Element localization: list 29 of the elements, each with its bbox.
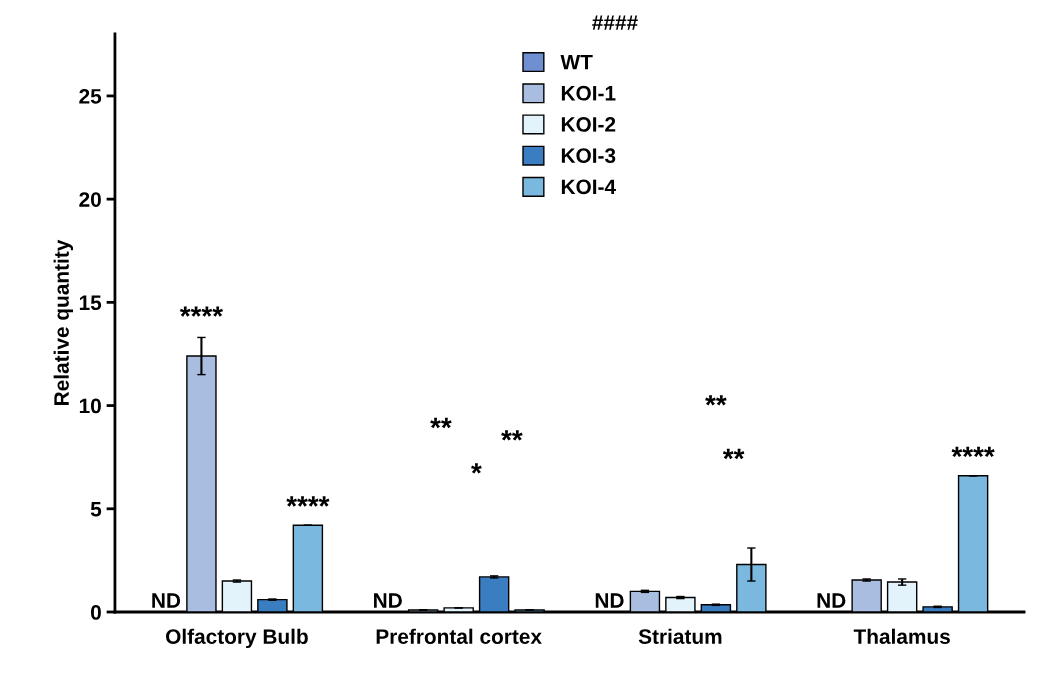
- legend-label: WT: [560, 54, 593, 70]
- x-tick-label: Prefrontal cortex: [376, 628, 542, 644]
- x-tick-label: Thalamus: [853, 628, 950, 644]
- y-tick-label: 0: [90, 605, 101, 620]
- y-axis-title: Relative quantity: [53, 239, 74, 405]
- x-tick-label: Olfactory Bulb: [166, 628, 308, 649]
- legend-label: KOI-3: [561, 148, 616, 164]
- annotation: **: [430, 417, 452, 429]
- annotation: **: [501, 430, 523, 441]
- annotation: *: [471, 463, 482, 474]
- annotation: **: [722, 448, 745, 460]
- y-tick-label: 20: [79, 192, 101, 207]
- x-tick-label: Striatum: [638, 628, 722, 644]
- annotation: ****: [179, 306, 224, 317]
- annotation: ND: [152, 593, 181, 608]
- annotation: ND: [374, 593, 402, 608]
- y-tick-label: 5: [90, 502, 102, 517]
- annotation: ND: [817, 593, 846, 608]
- legend-label: KOI-1: [561, 85, 616, 101]
- legend-label: KOI-4: [561, 179, 616, 195]
- annotation: **: [705, 395, 727, 406]
- legend-label: KOI-2: [561, 117, 616, 132]
- y-tick-label: 15: [79, 295, 102, 311]
- y-tick-label: 10: [79, 398, 101, 414]
- y-tick-label: 25: [79, 88, 102, 104]
- text: ####: [592, 15, 638, 30]
- annotation: ****: [951, 446, 995, 458]
- annotation: ND: [595, 593, 624, 608]
- annotation: ****: [286, 496, 330, 507]
